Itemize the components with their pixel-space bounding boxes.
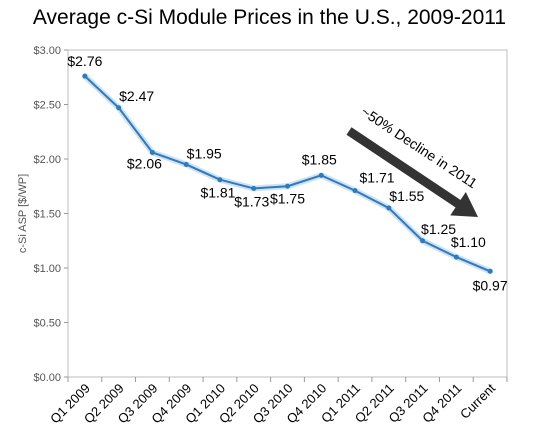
data-point (82, 73, 88, 79)
y-tick-label: $3.00 (33, 45, 61, 57)
y-tick-label: $1.00 (33, 263, 61, 275)
y-tick-label: $2.00 (33, 154, 61, 166)
data-point (116, 105, 122, 111)
data-point (318, 172, 324, 178)
data-label: $1.95 (187, 145, 222, 161)
data-label: $0.97 (473, 277, 508, 293)
decline-arrow-head (450, 192, 478, 217)
data-point (386, 205, 392, 211)
data-point (149, 149, 155, 155)
data-point (251, 185, 257, 191)
series-line-glow (81, 73, 494, 275)
data-label: $1.55 (389, 188, 424, 204)
data-point (183, 161, 189, 167)
data-point (487, 268, 493, 274)
data-label: $1.75 (270, 190, 305, 206)
data-label: $1.10 (451, 234, 486, 250)
data-point (285, 183, 290, 189)
data-label: $1.73 (234, 193, 269, 209)
x-tick-label: Current (457, 380, 499, 422)
y-tick-label: $2.50 (33, 100, 61, 112)
data-label: $2.06 (127, 155, 162, 171)
data-point (420, 238, 426, 244)
y-tick-label: $0.00 (33, 372, 61, 384)
decline-arrow-shaft (346, 127, 466, 211)
data-label: $1.71 (360, 170, 395, 186)
data-label: $1.25 (421, 221, 456, 237)
data-label: $2.76 (67, 53, 102, 69)
y-tick-label: $1.50 (33, 209, 61, 221)
data-label: $1.81 (200, 185, 235, 201)
y-tick-label: $0.50 (33, 318, 61, 330)
data-point (217, 177, 223, 183)
data-label: $1.85 (302, 151, 337, 167)
data-label: $2.47 (119, 88, 154, 104)
data-point (352, 188, 358, 194)
data-point (453, 254, 459, 260)
y-axis-label: c-Si ASP [$/WP] (17, 174, 29, 253)
chart-title: Average c-Si Module Prices in the U.S., … (32, 6, 507, 29)
